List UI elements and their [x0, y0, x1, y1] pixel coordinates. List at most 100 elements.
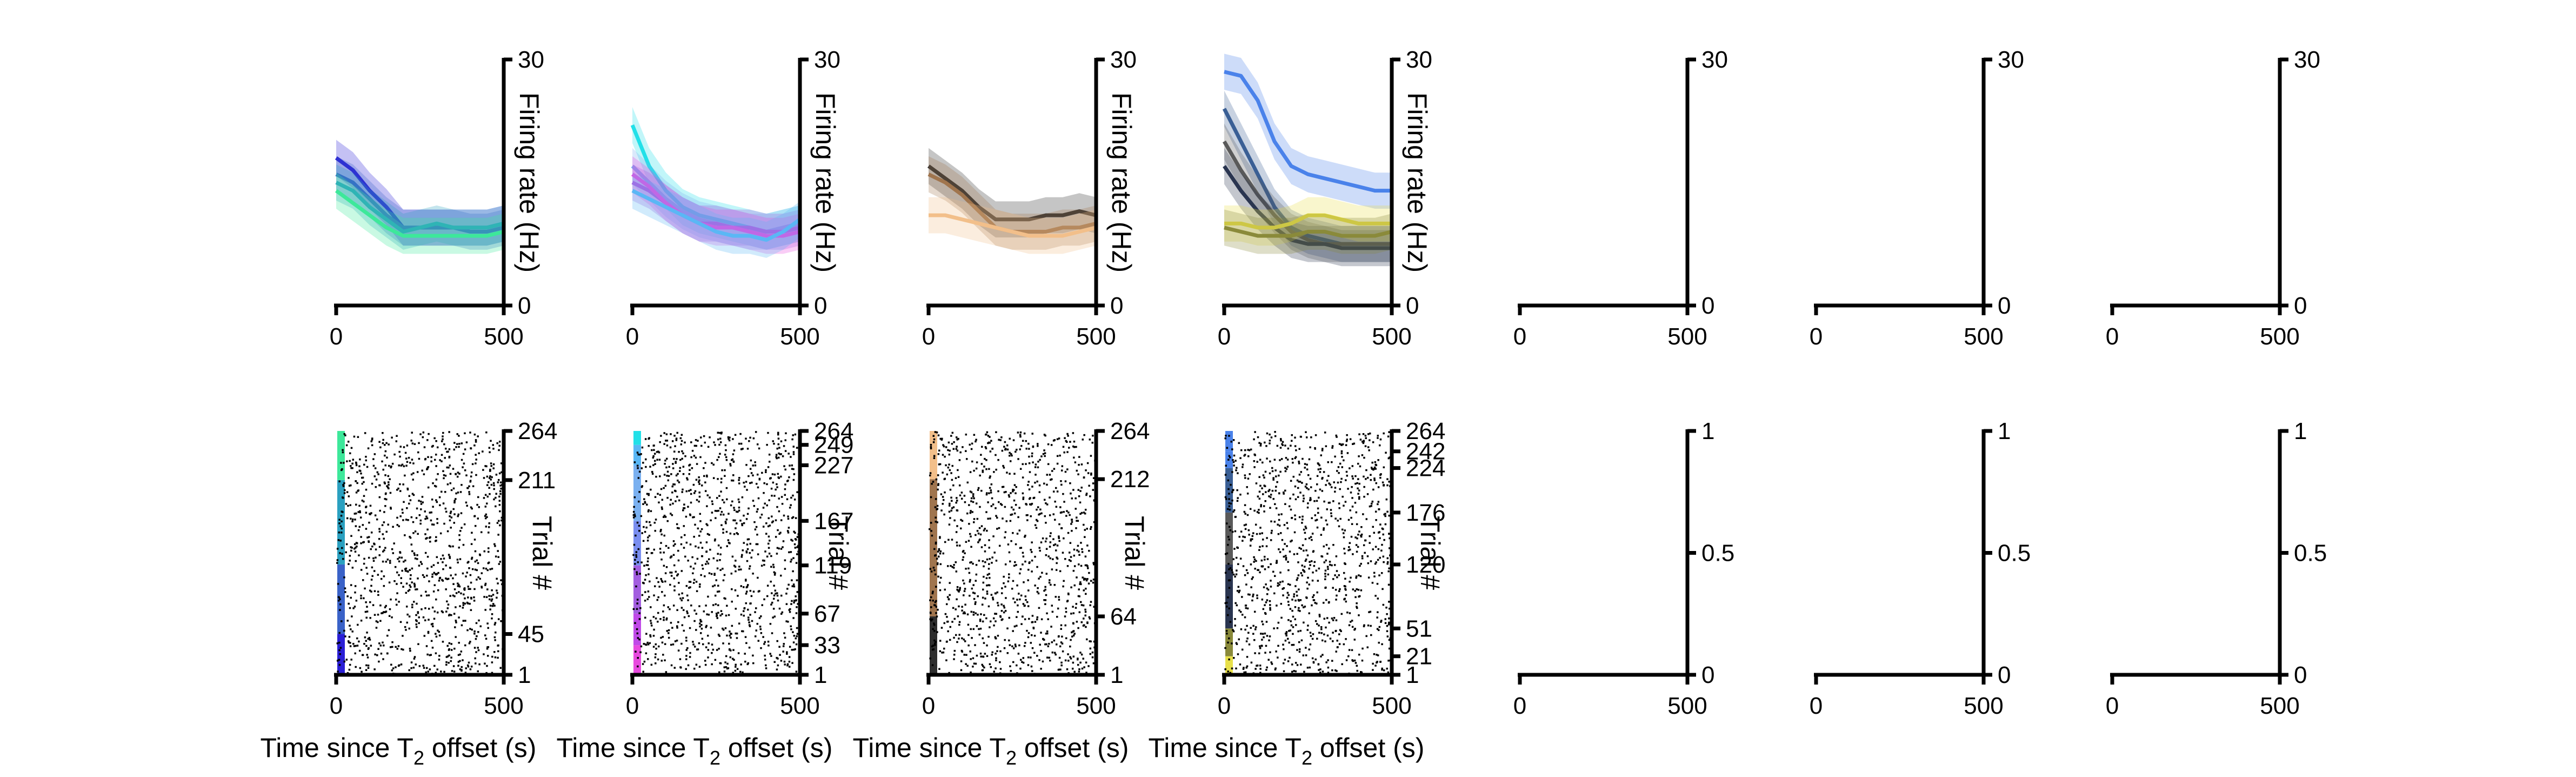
spike-dot — [453, 522, 456, 524]
spike-dot — [1369, 610, 1372, 613]
spike-dot — [1009, 455, 1011, 457]
spike-dot — [940, 439, 943, 441]
spike-dot — [1252, 576, 1254, 579]
spike-dot — [1370, 479, 1372, 481]
spike-dot — [480, 531, 483, 534]
spike-dot — [410, 543, 413, 546]
spike-dot — [1269, 440, 1271, 442]
spike-dot — [398, 574, 400, 576]
spike-dot — [1258, 490, 1261, 493]
spike-dot — [1012, 508, 1015, 511]
spike-dot — [1372, 526, 1374, 528]
spike-dot — [939, 589, 942, 592]
spike-dot — [637, 561, 639, 563]
spike-dot — [717, 612, 719, 614]
spike-dot — [788, 453, 790, 455]
spike-dot — [693, 492, 696, 494]
spike-dot — [1307, 488, 1310, 490]
spike-dot — [1234, 625, 1236, 627]
spike-dot — [1284, 555, 1287, 557]
spike-dot — [365, 669, 368, 672]
spike-dot — [1250, 661, 1253, 664]
spike-dot — [474, 550, 477, 553]
spike-dot — [483, 596, 485, 598]
spike-dot — [987, 605, 990, 608]
spike-dot — [1334, 517, 1337, 520]
spike-dot — [662, 654, 664, 656]
spike-dot — [339, 540, 342, 542]
spike-dot — [413, 601, 415, 603]
spike-dot — [448, 455, 451, 458]
spike-dot — [402, 586, 404, 588]
spike-dot — [700, 624, 703, 626]
spike-dot — [952, 484, 955, 487]
spike-dot — [1042, 660, 1044, 663]
spike-dot — [428, 580, 430, 582]
spike-dot — [1244, 574, 1246, 576]
y-axis-label: Trial # — [1415, 516, 1445, 590]
spike-dot — [1020, 547, 1023, 549]
spike-dot — [757, 576, 759, 579]
spike-dot — [1225, 498, 1227, 500]
spike-dot — [1069, 542, 1072, 544]
spike-dot — [426, 653, 429, 656]
spike-dot — [930, 570, 933, 573]
spike-dot — [1085, 587, 1087, 590]
spike-dot — [1314, 490, 1317, 492]
spike-dot — [1049, 535, 1051, 537]
spike-dot — [415, 614, 417, 616]
spike-dot — [672, 544, 675, 547]
spike-dot — [999, 650, 1002, 653]
spike-dot — [350, 596, 352, 599]
spike-dot — [1079, 661, 1082, 664]
spike-dot — [982, 560, 984, 562]
spike-dot — [699, 632, 702, 634]
spike-dot — [787, 621, 789, 623]
spike-dot — [742, 586, 745, 588]
spike-dot — [635, 556, 638, 558]
spike-dot — [338, 519, 341, 521]
x-axis-label: Time since T2 offset (s) — [261, 733, 537, 769]
spike-dot — [749, 542, 751, 545]
spike-dot — [976, 530, 979, 532]
spike-dot — [966, 512, 969, 515]
spike-dot — [418, 565, 421, 567]
spike-dot — [1032, 445, 1035, 448]
spike-dot — [426, 555, 429, 558]
spike-dot — [1286, 522, 1289, 524]
spike-dot — [1343, 547, 1345, 550]
spike-dot — [992, 598, 995, 601]
spike-dot — [979, 652, 982, 655]
spike-dot — [1305, 527, 1307, 529]
spike-dot — [710, 573, 713, 575]
spike-dot — [1374, 595, 1377, 597]
spike-dot — [426, 439, 429, 441]
spike-dot — [740, 663, 742, 666]
spike-dot — [972, 562, 974, 565]
spike-dot — [491, 589, 493, 592]
spike-dot — [1225, 630, 1228, 632]
spike-dot — [754, 461, 756, 463]
spike-dot — [465, 441, 468, 443]
spike-dot — [1325, 626, 1327, 629]
spike-dot — [688, 489, 690, 492]
spike-dot — [768, 553, 771, 555]
spike-dot — [642, 581, 644, 584]
spike-dot — [485, 637, 488, 640]
series-2-band — [632, 148, 800, 250]
spike-dot — [1335, 629, 1337, 632]
spike-dot — [1298, 600, 1300, 602]
spike-dot — [738, 622, 740, 625]
spike-dot — [949, 469, 951, 471]
spike-dot — [644, 438, 647, 440]
spike-dot — [1262, 623, 1264, 626]
spike-dot — [1374, 461, 1377, 463]
spike-dot — [342, 451, 344, 454]
spike-dot — [780, 519, 783, 521]
spike-dot — [346, 620, 349, 622]
spike-dot — [636, 602, 638, 605]
spike-dot — [791, 517, 793, 519]
spike-dot — [689, 652, 691, 654]
spike-dot — [1277, 621, 1280, 624]
spike-dot — [459, 558, 462, 560]
